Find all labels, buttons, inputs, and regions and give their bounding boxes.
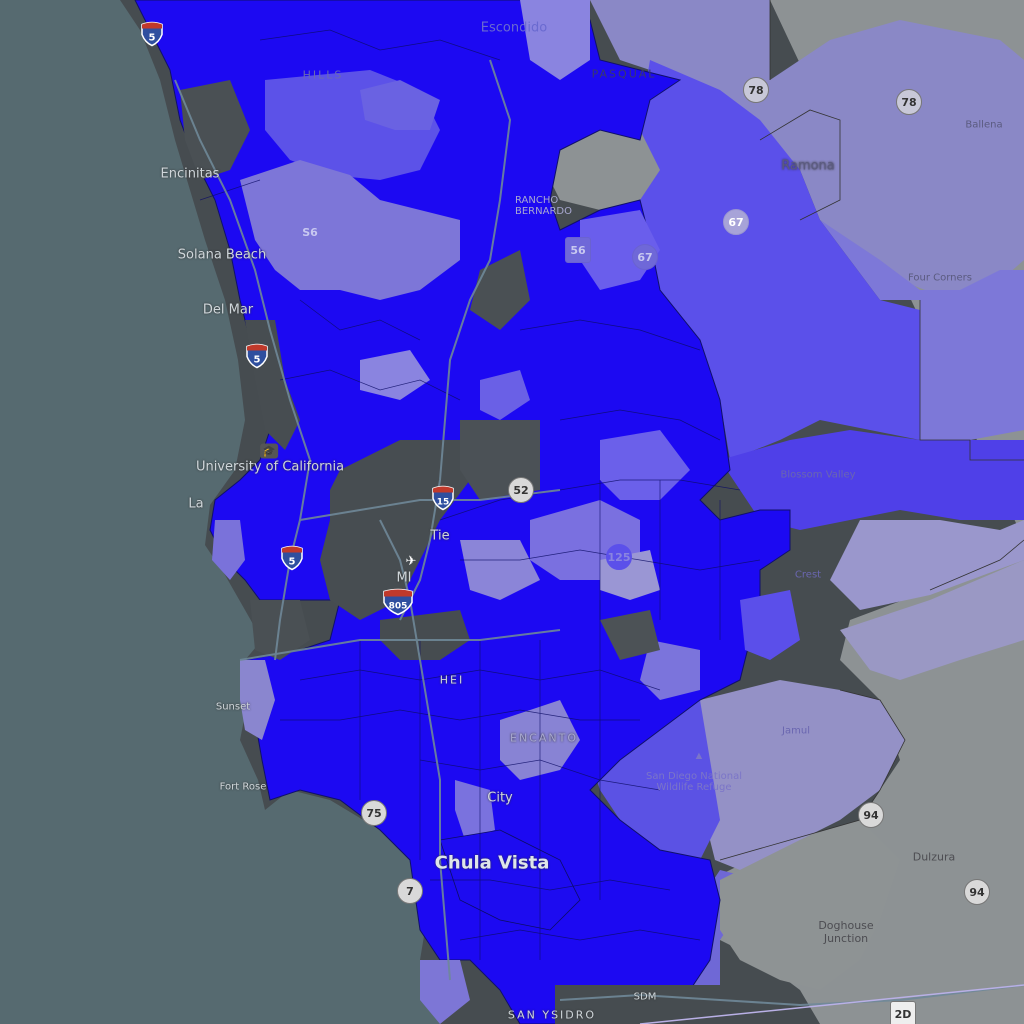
label-jamul: Jamul: [782, 725, 810, 737]
region-mid-6: [360, 350, 430, 400]
interstate-805-label: 805: [389, 602, 408, 612]
region-fourcorners-low: [820, 220, 1024, 440]
label-national-city: City: [487, 790, 513, 806]
label-rancho-bernardo: RANCHO BERNARDO: [515, 195, 572, 217]
region-dark-3: [600, 610, 660, 660]
interstate-15-label: 15: [437, 498, 450, 508]
region-escondido-mid: [520, 0, 590, 80]
label-crest: Crest: [794, 569, 822, 581]
region-balboa: [380, 610, 470, 660]
interstate-5-shield-north: 5: [139, 21, 165, 52]
region-mid-12: [455, 780, 495, 840]
region-mid-13: [740, 590, 800, 660]
region-mid-4: [460, 540, 540, 600]
route-67-shield-south: 67: [632, 244, 658, 270]
interstate-5-label-south: 5: [289, 557, 296, 568]
region-mid-10: [212, 520, 245, 580]
interstate-15-shield: 15: [430, 485, 456, 516]
tract-outlines: [199, 29, 761, 960]
route-78-shield-east: 78: [896, 89, 922, 115]
label-chula-vista: Chula Vista: [434, 852, 550, 874]
label-hills: HILLS: [302, 68, 344, 82]
route-75-shield: 75: [361, 800, 387, 826]
route-56-shield: 56: [565, 237, 591, 263]
label-ramona: Ramona: [781, 158, 835, 174]
route-2d-shield: 2D: [890, 1001, 916, 1024]
label-university: University of California: [195, 459, 345, 475]
label-san-ysidro: SAN YSIDRO: [507, 1008, 597, 1022]
region-mid-14: [420, 960, 470, 1024]
region-mid-5: [600, 430, 690, 500]
label-fort-rosecrans: Fort Rose: [219, 781, 267, 793]
region-mid-9: [240, 660, 275, 740]
label-solana-beach: Solana Beach: [177, 247, 267, 263]
interstate-805-shield: 805: [381, 588, 415, 621]
label-ballena: Ballena: [965, 119, 1003, 131]
label-miramar: MI: [396, 570, 412, 586]
route-78-shield: 78: [743, 77, 769, 103]
region-mid-11: [640, 640, 700, 700]
route-67-shield: 67: [723, 209, 749, 235]
region-east-low: [590, 0, 1024, 300]
region-pl-dark: [250, 600, 310, 660]
label-dulzura: Dulzura: [912, 850, 956, 864]
university-icon: 🎓: [260, 443, 278, 459]
airport-icon: ✈: [405, 553, 417, 568]
border-line: [639, 984, 1024, 1024]
east-boundaries: [719, 0, 1024, 861]
label-tierrasanta: Tie: [430, 528, 450, 544]
label-escondido: Escondido: [480, 20, 548, 36]
route-s6-shield: S6: [297, 219, 323, 245]
label-encinitas: Encinitas: [160, 166, 220, 182]
label-sdm: SDM: [633, 991, 657, 1003]
route-7-shield: 7: [397, 878, 423, 904]
region-sdm: [555, 985, 720, 1024]
region-mid-7: [480, 370, 530, 420]
region-jamul-low: [700, 680, 905, 870]
highway-lines: [174, 59, 1024, 1007]
region-mid-2: [580, 210, 660, 290]
park-icon: ▲: [693, 750, 705, 762]
label-heights: HEI: [439, 673, 465, 687]
label-la-jolla: La: [188, 496, 204, 512]
label-four-corners: Four Corners: [908, 272, 972, 284]
region-ramona: [640, 60, 920, 460]
label-del-mar: Del Mar: [202, 302, 254, 318]
interstate-5-label-north: 5: [149, 33, 156, 44]
region-s6-mid: [240, 160, 460, 300]
region-carmel: [180, 80, 250, 180]
route-52-shield: 52: [508, 477, 534, 503]
region-southeast-grey: [720, 820, 900, 990]
interstate-5-shield-south: 5: [279, 545, 305, 576]
interstate-5-shield-mid: 5: [244, 343, 270, 374]
region-dulzura-low: [840, 560, 1024, 680]
route-94-shield-east: 94: [964, 879, 990, 905]
label-sunset-cliffs: Sunset: [215, 701, 251, 713]
label-doghouse-junction: Doghouse Junction: [818, 919, 874, 945]
interstate-5-label-mid: 5: [254, 355, 261, 366]
region-cv-dark: [439, 829, 581, 931]
region-mid-1: [360, 80, 440, 130]
region-crest-low: [830, 520, 1024, 610]
region-blossom: [720, 430, 1024, 530]
label-encanto: ENCANTO: [510, 731, 578, 745]
label-sdnwr: San Diego National Wildlife Refuge: [646, 771, 742, 793]
region-airport: [320, 440, 470, 620]
route-94-shield: 94: [858, 802, 884, 828]
route-125-shield: 125: [606, 544, 632, 570]
label-blossom-valley: Blossom Valley: [780, 469, 856, 481]
label-pasqual: PASQUAL: [591, 67, 657, 81]
